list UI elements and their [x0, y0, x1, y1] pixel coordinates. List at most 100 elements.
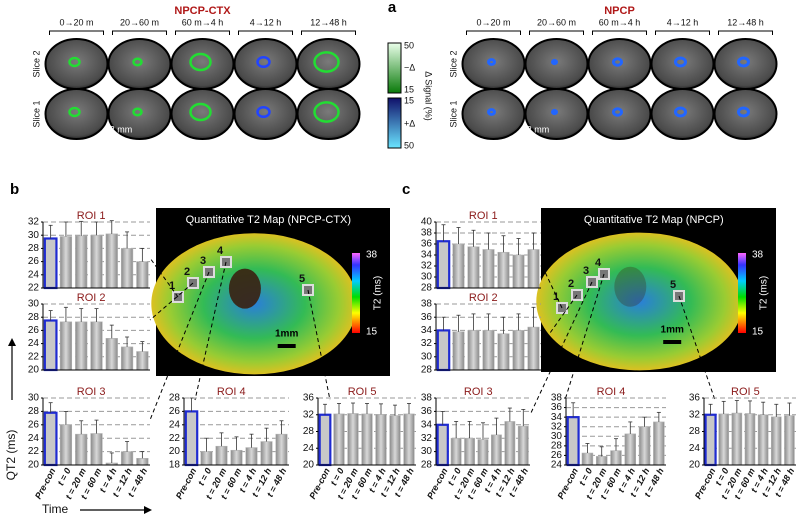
bar	[464, 437, 475, 466]
y-tick-label: 28	[421, 460, 433, 471]
axis	[183, 398, 289, 466]
map-colorbar-max: 38	[752, 250, 764, 261]
connector	[149, 271, 210, 421]
y-tick-label: 24	[28, 433, 40, 444]
brain-image	[233, 88, 298, 140]
roi-number: 3	[200, 255, 206, 267]
roi-number: 4	[217, 245, 224, 257]
chart-title: ROI 2	[77, 292, 106, 304]
bar	[260, 441, 273, 466]
y-tick-label: 28	[421, 365, 433, 376]
connector	[149, 282, 194, 321]
signal-blob	[487, 108, 496, 116]
map-colorbar-label: T2 (ms)	[373, 276, 384, 310]
y-tick-label: 28	[689, 426, 701, 437]
bracket	[301, 30, 356, 35]
y-tick-label: 22	[28, 446, 40, 457]
bar	[347, 413, 359, 466]
bar	[467, 330, 480, 371]
y-tick-label: 28	[421, 283, 433, 294]
bar	[75, 321, 88, 371]
bar	[450, 437, 462, 466]
bar	[497, 251, 510, 289]
roi-number: 3	[583, 265, 589, 277]
bar	[75, 235, 88, 289]
bar	[105, 233, 118, 289]
y-tick-label: 34	[421, 325, 433, 336]
y-axis-label: QT2 (ms)	[4, 430, 18, 481]
time-label: 20→60 m	[537, 17, 576, 27]
bar	[200, 451, 213, 466]
time-label: 4→12 h	[667, 17, 699, 27]
chart-title: ROI 3	[77, 386, 106, 398]
y-tick-label: 30	[421, 351, 433, 362]
bar	[59, 321, 73, 371]
axis	[565, 398, 666, 466]
time-label: 0→20 m	[476, 17, 510, 27]
y-tick-label: 26	[169, 406, 181, 417]
roi-number: 4	[595, 257, 602, 269]
bar	[361, 413, 373, 466]
row-label: Slice 1	[31, 100, 41, 127]
arrow-head	[144, 506, 152, 514]
brain-image	[650, 88, 715, 140]
bar	[43, 319, 58, 372]
bar	[527, 249, 540, 289]
signal-blob	[256, 55, 271, 69]
bar	[704, 413, 717, 467]
row-label: Slice 1	[448, 100, 458, 127]
bar	[482, 249, 495, 289]
signal-blob	[674, 106, 687, 118]
chart-title: ROI 4	[597, 386, 626, 398]
y-tick-label: 28	[169, 393, 181, 404]
y-tick-label: 26	[551, 450, 563, 461]
x-tick-label: Pre-con	[174, 466, 199, 501]
connector	[529, 281, 593, 416]
roi-number: 5	[670, 279, 676, 291]
y-tick-label: 36	[551, 402, 563, 413]
bar	[436, 240, 451, 290]
map-brain	[536, 232, 744, 371]
map-colorbar-label: T2 (ms)	[759, 276, 770, 310]
signal-blob	[132, 57, 143, 67]
bar	[105, 338, 118, 371]
bar	[184, 410, 199, 467]
brain-image	[713, 88, 778, 140]
map-scale-label: 1mm	[275, 329, 298, 340]
y-tick-label: 24	[28, 338, 40, 349]
row-label: Slice 2	[448, 50, 458, 77]
bar	[467, 246, 480, 289]
signal-blob	[132, 107, 143, 117]
bar	[491, 434, 502, 466]
bar	[512, 330, 525, 371]
y-tick-label: 36	[689, 393, 701, 404]
axis	[42, 222, 150, 289]
time-label: 12→48 h	[310, 17, 347, 27]
y-tick-label: 36	[421, 312, 433, 323]
y-tick-label: 38	[421, 393, 433, 404]
map-title: Quantitative T2 Map (NPCP)	[584, 214, 724, 226]
brain-image	[296, 88, 361, 140]
map-title: Quantitative T2 Map (NPCP-CTX)	[186, 214, 351, 226]
bar	[595, 456, 608, 466]
colorbar	[387, 42, 402, 94]
bar	[610, 450, 622, 466]
axis	[435, 398, 530, 466]
map-colorbar-min: 15	[752, 327, 764, 338]
bar	[90, 433, 103, 466]
time-label: 12→48 h	[727, 17, 764, 27]
y-tick-label: 20	[689, 460, 701, 471]
time-label: 4→12 h	[250, 17, 282, 27]
bar	[504, 421, 516, 466]
brain-image	[170, 38, 235, 90]
bar	[517, 425, 529, 466]
bar	[624, 433, 637, 466]
y-tick-label: 20	[303, 460, 315, 471]
y-tick-label: 34	[421, 419, 433, 430]
y-tick-label: 38	[421, 228, 433, 239]
y-tick-label: 32	[689, 409, 701, 420]
bracket	[655, 30, 710, 35]
axis	[42, 398, 150, 466]
axis	[435, 304, 541, 371]
colorbar-title: Δ Signal (%)	[424, 71, 434, 121]
